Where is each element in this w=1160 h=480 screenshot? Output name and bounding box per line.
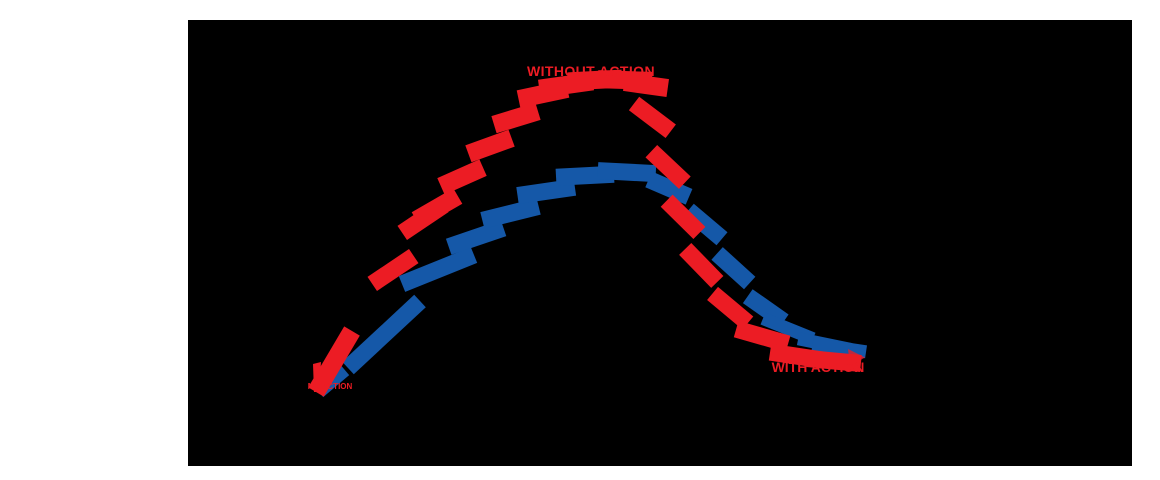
svg-text:WITHOUT ACTION: WITHOUT ACTION xyxy=(527,63,655,79)
svg-text:WITH ACTION: WITH ACTION xyxy=(772,359,865,375)
svg-text:NO ACTION: NO ACTION xyxy=(308,382,353,391)
